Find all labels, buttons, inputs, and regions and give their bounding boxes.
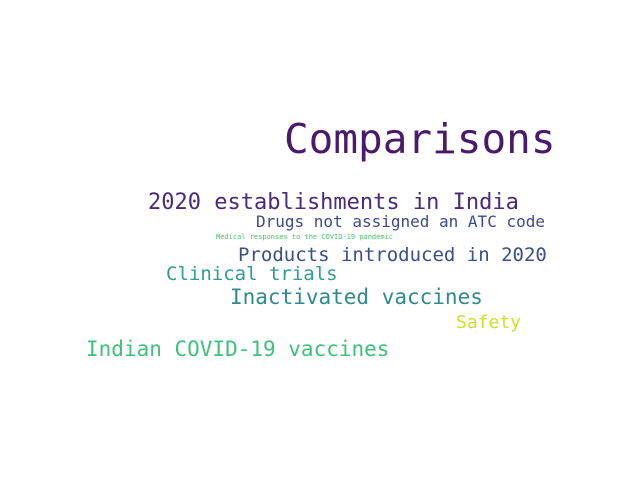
word-inactivated-vaccines: Inactivated vaccines [230,285,483,309]
word-clinical-trials: Clinical trials [166,263,338,285]
word-comparisons: Comparisons [284,115,556,163]
word-drugs-not-assigned-an-atc-code: Drugs not assigned an ATC code [256,212,545,231]
word-safety: Safety [456,312,522,333]
word-products-introduced-in-2020: Products introduced in 2020 [238,244,547,266]
word-2020-establishments-in-india: 2020 establishments in India [148,190,519,215]
word-medical-responses-covid-19: Medical responses to the COVID-19 pandem… [216,233,394,241]
word-indian-covid-19-vaccines: Indian COVID-19 vaccines [86,337,390,361]
